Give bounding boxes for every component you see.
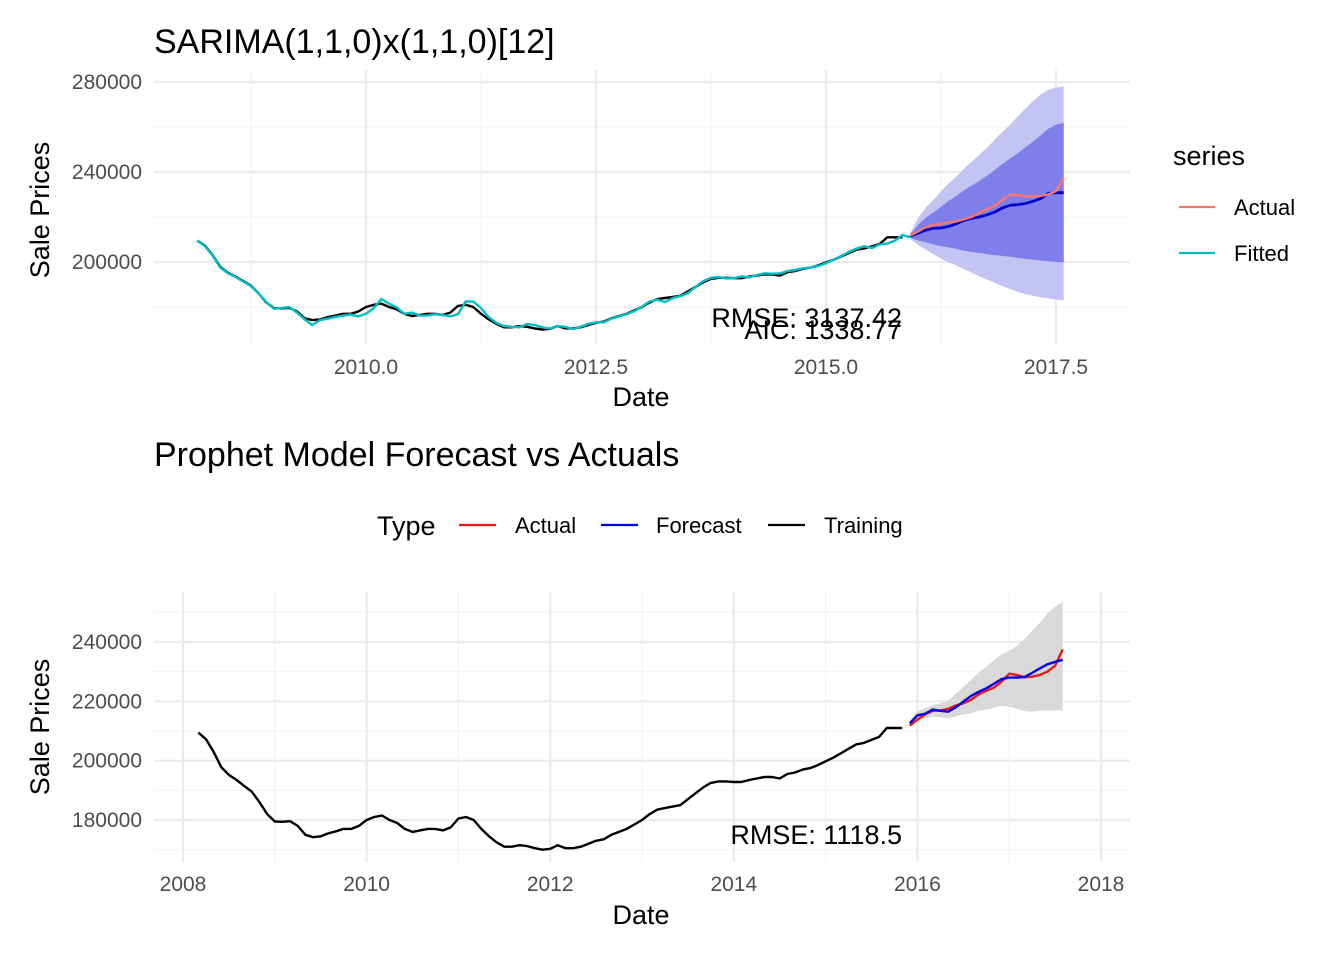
x-tick-label: 2012 [527, 873, 574, 896]
y-tick-label: 200000 [72, 251, 142, 274]
prophet-x-axis-title: Date [612, 900, 669, 930]
prophet-rmse-annotation: RMSE: 1118.5 [730, 820, 902, 850]
prophet-lines [197, 648, 1064, 851]
x-tick-label: 2016 [894, 873, 941, 896]
sarima-x-ticks: 2010.0 2012.5 2015.0 2017.5 [334, 356, 1088, 379]
series-line-forecast [908, 658, 1064, 725]
series-line-forecast [909, 191, 1064, 238]
y-tick-label: 180000 [72, 809, 142, 832]
x-tick-label: 2015.0 [794, 356, 858, 379]
sarima-lines [196, 177, 1065, 331]
sarima-y-axis-title: Sale Prices [25, 142, 55, 279]
y-tick-label: 240000 [72, 631, 142, 654]
interval-band-interval [909, 602, 1063, 727]
series-line-training [197, 726, 903, 851]
sarima-rmse-annotation: RMSE: 3137.42 [711, 303, 902, 333]
prophet-y-axis-title: Sale Prices [25, 659, 55, 796]
legend-label-fitted: Fitted [1234, 241, 1289, 266]
x-tick-label: 2010 [343, 873, 390, 896]
sarima-panel: SARIMA(1,1,0)x(1,1,0)[12] 200000 240000 28… [25, 23, 1295, 412]
x-tick-label: 2017.5 [1024, 356, 1088, 379]
prophet-grid [154, 592, 1130, 862]
series-line-actual [909, 177, 1065, 237]
series-line-fitted [196, 233, 911, 331]
prophet-y-ticks: 180000 200000 220000 240000 [72, 631, 142, 832]
x-tick-label: 2018 [1078, 873, 1125, 896]
sarima-intervals [910, 86, 1064, 301]
legend-label-actual: Actual [1234, 195, 1295, 220]
sarima-legend: series Actual Fitted [1173, 141, 1295, 266]
prophet-legend: Type Actual Forecast Training [377, 511, 903, 541]
y-tick-label: 240000 [72, 161, 142, 184]
sarima-aic-annotation: AIC: 1338.77 [744, 315, 902, 345]
x-tick-label: 2008 [160, 873, 207, 896]
x-tick-label: 2010.0 [334, 356, 398, 379]
y-tick-label: 280000 [72, 71, 142, 94]
prophet-x-ticks: 2008 2010 2012 2014 2016 2018 [160, 873, 1125, 896]
sarima-y-ticks: 200000 240000 280000 [72, 71, 142, 274]
prophet-legend-title: Type [377, 511, 436, 541]
x-tick-label: 2014 [710, 873, 757, 896]
prophet-intervals [909, 602, 1063, 727]
y-tick-label: 200000 [72, 750, 142, 773]
sarima-x-axis-title: Date [612, 382, 669, 412]
legend-label-forecast: Forecast [656, 513, 742, 538]
legend-label-actual: Actual [515, 513, 576, 538]
prophet-panel: Prophet Model Forecast vs Actuals 180000… [25, 436, 1130, 930]
sarima-legend-title: series [1173, 141, 1245, 171]
y-tick-label: 220000 [72, 690, 142, 713]
legend-label-training: Training [824, 513, 903, 538]
sarima-title: SARIMA(1,1,0)x(1,1,0)[12] [154, 23, 555, 61]
prophet-title: Prophet Model Forecast vs Actuals [154, 436, 679, 474]
interval-band-80-interval [910, 122, 1064, 263]
x-tick-label: 2012.5 [564, 356, 628, 379]
